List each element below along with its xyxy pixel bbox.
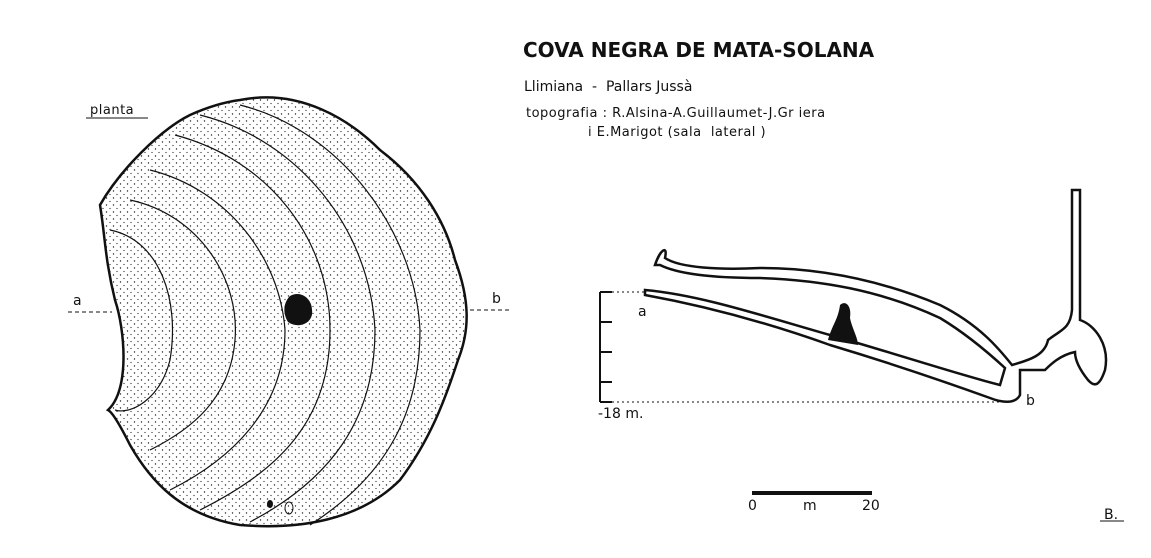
title: COVA NEGRA DE MATA-SOLANA [523,38,875,62]
depth-scale [599,291,612,403]
section-label: b [492,291,501,307]
profile-view: a b -18 m. [598,188,1108,422]
scale-label: 20 [862,498,880,514]
boulder [828,303,858,345]
scale-label: 0 [748,498,757,514]
depth-label: -18 m. [598,406,643,422]
profile-label: a [638,304,647,320]
plan-label: planta [90,103,134,118]
boulder [284,293,313,326]
credits-line: topografia : R.Alsina-A.Guillaumet-J.Gr … [526,106,826,121]
contours [109,104,421,526]
profile-label: b [1026,393,1035,409]
location: Llimiana - Pallars Jussà [524,79,692,95]
rock [284,501,294,515]
scale-rect [752,491,872,495]
scale-label: m [803,498,817,514]
credits-line: i E.Marigot (sala lateral ) [588,125,766,140]
cave-outline [98,96,468,528]
signature: B. [1104,507,1118,523]
passage [643,188,1108,403]
plan-view: planta a b [68,96,512,528]
scale-bar: 0 m 20 [748,491,880,514]
rock [267,500,273,508]
section-label: a [73,293,82,309]
